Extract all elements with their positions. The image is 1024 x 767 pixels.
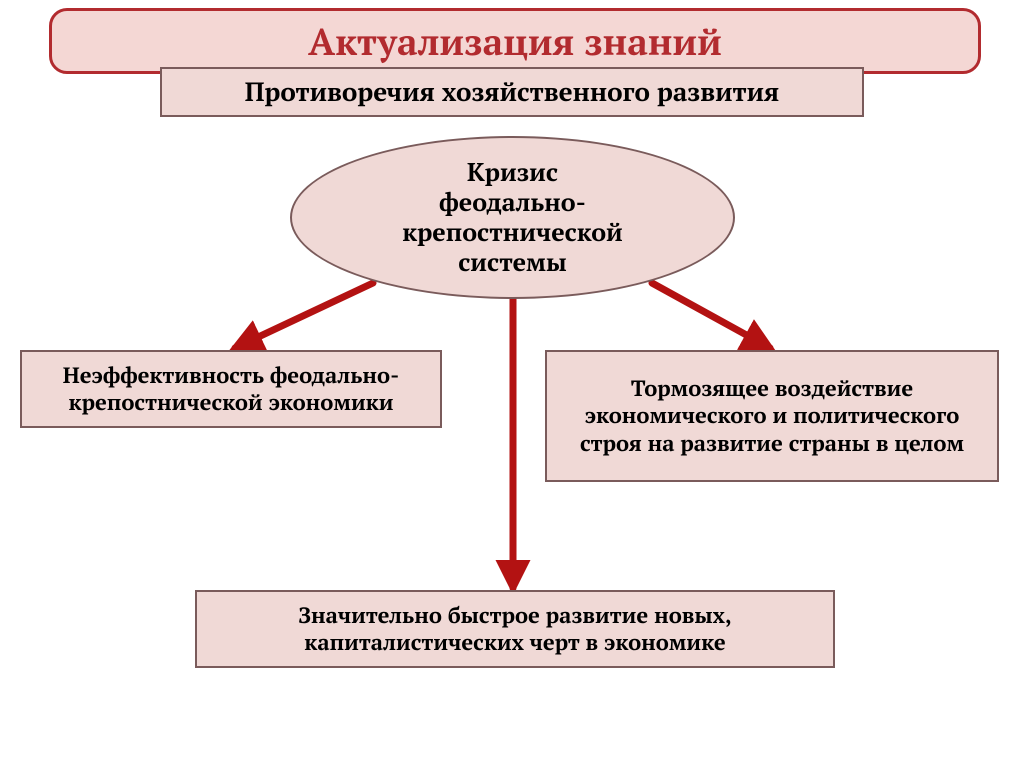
diagram-stage: Актуализация знаний Противоречия хозяйст… [0,0,1024,767]
box-right-text: Тормозящее воздействиеэкономического и п… [580,375,964,458]
box-bottom-text: Значительно быстрое развитие новых,капит… [298,602,731,657]
box-left: Неэффективность феодально-крепостническо… [20,350,442,428]
subtitle-text: Противоречия хозяйственного развития [245,76,779,109]
box-bottom: Значительно быстрое развитие новых,капит… [195,590,835,668]
box-left-text: Неэффективность феодально-крепостническо… [63,362,399,417]
center-ellipse: Кризисфеодально-крепостническойсистемы [290,136,735,299]
subtitle-box: Противоречия хозяйственного развития [160,67,864,117]
slide-title: Актуализация знаний [49,8,981,74]
center-ellipse-text: Кризисфеодально-крепостническойсистемы [332,158,693,278]
box-right: Тормозящее воздействиеэкономического и п… [545,350,999,482]
slide-title-text: Актуализация знаний [308,17,722,66]
